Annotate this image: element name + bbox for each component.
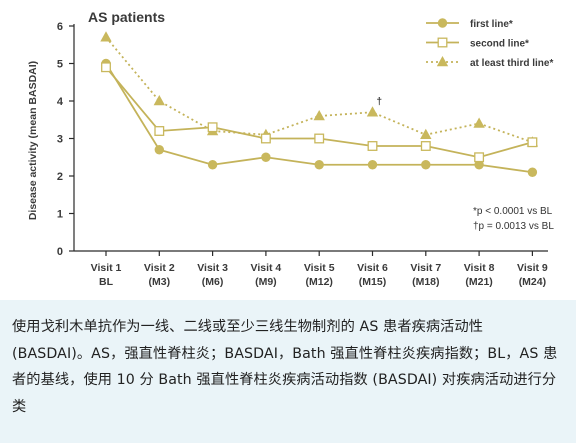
y-tick-label: 4 xyxy=(57,96,64,108)
legend-label-2: second line* xyxy=(470,39,529,50)
x-tick-label: Visit 1 xyxy=(91,262,122,274)
series-line-3 xyxy=(105,36,533,144)
data-point-series-2 xyxy=(101,62,111,73)
x-tick-label: Visit 7 xyxy=(410,262,441,274)
legend-marker-3 xyxy=(436,55,449,67)
y-tick-label: 2 xyxy=(57,171,63,183)
significance-note: *p < 0.0001 vs BL xyxy=(473,206,553,217)
x-tick-sublabel: BL xyxy=(99,276,114,288)
y-tick-label: 0 xyxy=(57,246,63,258)
data-point-series-1 xyxy=(421,160,431,170)
x-tick-label: Visit 5 xyxy=(304,262,335,274)
data-point-series-3 xyxy=(420,128,432,139)
data-point-series-3 xyxy=(473,117,485,128)
x-tick-label: Visit 2 xyxy=(144,262,175,274)
x-tick-label: Visit 6 xyxy=(357,262,388,274)
caption-panel: 使用戈利木单抗作为一线、二线或至少三线生物制剂的 AS 患者疾病活动性 (BAS… xyxy=(0,300,576,443)
data-point-series-2 xyxy=(154,126,165,136)
data-point-series-2 xyxy=(207,122,218,133)
figure-caption: 使用戈利木单抗作为一线、二线或至少三线生物制剂的 AS 患者疾病活动性 (BAS… xyxy=(12,319,558,415)
legend-marker-1 xyxy=(437,18,448,28)
x-tick-label: Visit 4 xyxy=(251,262,282,274)
data-point-series-2 xyxy=(474,152,485,163)
data-point-series-1 xyxy=(207,160,218,170)
x-tick-sublabel: (M24) xyxy=(519,276,546,288)
legend-label-1: first line* xyxy=(470,19,513,30)
y-tick-label: 3 xyxy=(57,134,63,146)
x-tick-label: Visit 9 xyxy=(517,262,548,274)
dagger-annotation: † xyxy=(377,96,383,107)
y-tick-label: 6 xyxy=(57,21,63,33)
data-point-series-2 xyxy=(367,141,378,151)
data-point-series-3 xyxy=(366,106,379,117)
data-point-series-1 xyxy=(367,160,378,170)
x-tick-sublabel: (M21) xyxy=(465,276,492,288)
x-tick-sublabel: (M6) xyxy=(202,276,224,288)
data-point-series-2 xyxy=(314,133,325,144)
data-point-series-2 xyxy=(260,133,271,144)
data-point-series-3 xyxy=(100,31,112,42)
x-tick-sublabel: (M9) xyxy=(255,276,277,288)
x-tick-label: Visit 8 xyxy=(464,262,495,274)
y-tick-label: 1 xyxy=(57,209,63,221)
data-point-series-1 xyxy=(314,160,324,170)
x-tick-sublabel: (M15) xyxy=(359,276,386,288)
legend-label-3: at least third line* xyxy=(470,58,553,69)
y-tick-label: 5 xyxy=(57,59,63,71)
data-point-series-3 xyxy=(313,109,325,121)
data-point-series-1 xyxy=(527,167,538,177)
legend-marker-2 xyxy=(437,37,448,48)
data-point-series-2 xyxy=(527,137,538,148)
line-chart: 0 1 2 3 4 5 6 Disease activity (mean BASDAI) Vis… xyxy=(27,9,554,288)
data-point-series-1 xyxy=(154,145,165,155)
data-point-series-3 xyxy=(153,94,165,106)
x-tick-sublabel: (M18) xyxy=(412,276,439,288)
y-axis-title: Disease activity (mean BASDAI) xyxy=(27,61,39,220)
x-tick-sublabel: (M12) xyxy=(305,276,332,288)
data-point-series-2 xyxy=(420,141,431,151)
x-tick-sublabel: (M3) xyxy=(149,276,171,288)
x-tick-label: Visit 3 xyxy=(197,262,228,274)
data-point-series-1 xyxy=(261,152,271,162)
chart-panel: 0 1 2 3 4 5 6 Disease activity (mean BASDAI) Vis… xyxy=(27,9,555,288)
significance-note: †p = 0.0013 vs BL xyxy=(473,221,554,232)
chart-title: AS patients xyxy=(88,9,165,25)
